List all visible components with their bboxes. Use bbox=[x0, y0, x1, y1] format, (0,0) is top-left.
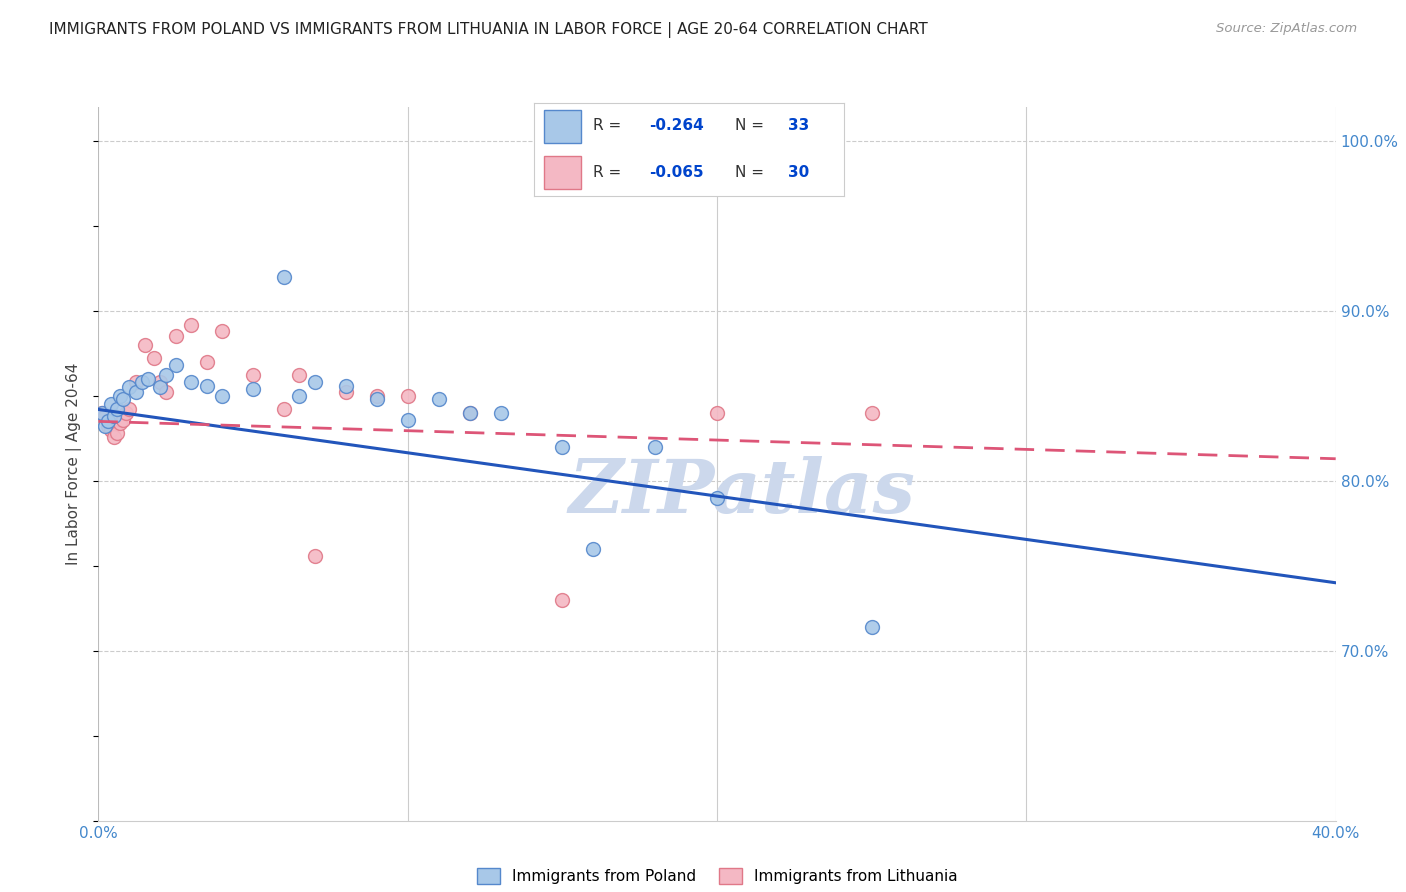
Point bbox=[335, 378, 357, 392]
Text: -0.065: -0.065 bbox=[648, 165, 703, 180]
Point bbox=[100, 397, 122, 411]
Point bbox=[242, 368, 264, 383]
Point bbox=[136, 372, 159, 386]
Text: R =: R = bbox=[593, 119, 626, 134]
Point bbox=[582, 541, 605, 556]
Text: N =: N = bbox=[735, 165, 769, 180]
Point bbox=[131, 376, 153, 390]
Point bbox=[124, 385, 146, 400]
Text: R =: R = bbox=[593, 165, 626, 180]
Point bbox=[103, 430, 125, 444]
Point bbox=[165, 329, 187, 343]
Text: 30: 30 bbox=[787, 165, 810, 180]
Point bbox=[211, 324, 233, 338]
Bar bbox=[544, 110, 581, 143]
Point bbox=[335, 385, 357, 400]
Text: IMMIGRANTS FROM POLAND VS IMMIGRANTS FROM LITHUANIA IN LABOR FORCE | AGE 20-64 C: IMMIGRANTS FROM POLAND VS IMMIGRANTS FRO… bbox=[49, 22, 928, 38]
Text: ZIPatlas: ZIPatlas bbox=[568, 456, 915, 529]
Point bbox=[706, 491, 728, 505]
Point bbox=[551, 592, 574, 607]
Point bbox=[90, 406, 112, 420]
Text: Source: ZipAtlas.com: Source: ZipAtlas.com bbox=[1216, 22, 1357, 36]
Point bbox=[366, 389, 388, 403]
Text: N =: N = bbox=[735, 119, 769, 134]
Point bbox=[860, 406, 883, 420]
Point bbox=[124, 376, 146, 390]
Point bbox=[427, 392, 450, 407]
Point bbox=[105, 426, 128, 441]
Point bbox=[273, 402, 295, 417]
Point bbox=[93, 419, 115, 434]
Point bbox=[396, 412, 419, 426]
Point bbox=[143, 351, 166, 366]
Point bbox=[100, 423, 122, 437]
Point bbox=[396, 389, 419, 403]
Point bbox=[155, 385, 177, 400]
Point bbox=[288, 368, 311, 383]
Point bbox=[242, 382, 264, 396]
Point bbox=[180, 376, 202, 390]
Text: -0.264: -0.264 bbox=[648, 119, 703, 134]
Point bbox=[103, 409, 125, 424]
Point bbox=[108, 389, 131, 403]
Point bbox=[180, 318, 202, 332]
Point bbox=[551, 440, 574, 454]
Point bbox=[211, 389, 233, 403]
Text: 33: 33 bbox=[787, 119, 810, 134]
Point bbox=[644, 440, 666, 454]
Point bbox=[304, 376, 326, 390]
Point bbox=[860, 620, 883, 634]
Point bbox=[115, 406, 138, 420]
Point bbox=[458, 406, 481, 420]
Point bbox=[97, 419, 120, 434]
Point bbox=[304, 549, 326, 563]
Point bbox=[489, 406, 512, 420]
Point bbox=[149, 376, 172, 390]
Bar bbox=[544, 156, 581, 189]
Point bbox=[165, 359, 187, 373]
Point bbox=[366, 392, 388, 407]
Point bbox=[195, 355, 218, 369]
Point bbox=[112, 412, 135, 426]
Y-axis label: In Labor Force | Age 20-64: In Labor Force | Age 20-64 bbox=[66, 363, 83, 565]
Point bbox=[134, 338, 156, 352]
Point bbox=[93, 409, 115, 424]
Point bbox=[195, 378, 218, 392]
Point bbox=[118, 402, 141, 417]
Point bbox=[706, 406, 728, 420]
Point bbox=[288, 389, 311, 403]
Point bbox=[149, 380, 172, 394]
Point bbox=[105, 402, 128, 417]
Point bbox=[108, 416, 131, 430]
Point bbox=[155, 368, 177, 383]
Point bbox=[97, 414, 120, 428]
Point bbox=[112, 392, 135, 407]
Point bbox=[458, 406, 481, 420]
Point bbox=[118, 380, 141, 394]
Point bbox=[90, 406, 112, 420]
Legend: Immigrants from Poland, Immigrants from Lithuania: Immigrants from Poland, Immigrants from … bbox=[477, 869, 957, 884]
Point bbox=[273, 269, 295, 284]
